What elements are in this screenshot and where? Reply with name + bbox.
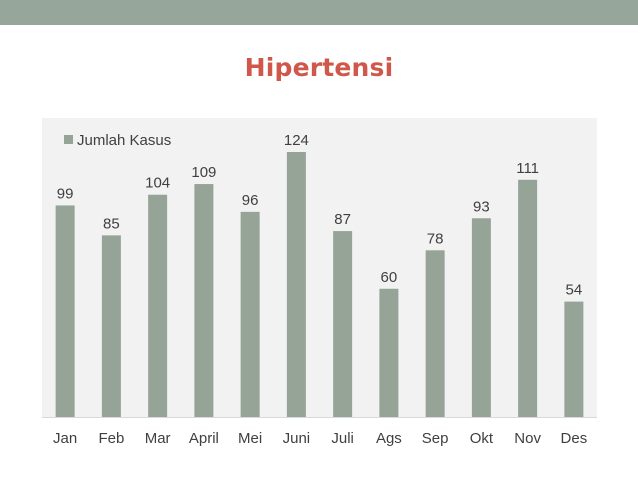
data-label-juni: 124 — [284, 132, 309, 149]
x-tick-label-mei: Mei — [238, 430, 262, 447]
x-tick-label-jan: Jan — [53, 430, 77, 447]
data-label-okt: 93 — [473, 198, 490, 215]
bar-juni — [286, 152, 306, 417]
data-label-juli: 87 — [334, 211, 351, 228]
data-label-mei: 96 — [242, 192, 259, 209]
bar-april — [194, 184, 214, 417]
bar-okt — [471, 218, 491, 417]
data-label-ags: 60 — [381, 269, 398, 286]
legend-swatch — [64, 135, 73, 144]
bar-feb — [101, 235, 121, 417]
x-tick-label-sep: Sep — [422, 430, 449, 447]
legend: Jumlah Kasus — [64, 132, 171, 149]
x-tick-label-mar: Mar — [145, 430, 171, 447]
bar-des — [564, 301, 584, 417]
plot-area-background — [42, 118, 597, 418]
data-label-nov: 111 — [516, 160, 539, 177]
x-tick-label-ags: Ags — [376, 430, 402, 447]
data-label-sep: 78 — [427, 230, 444, 247]
bar-juli — [333, 231, 353, 417]
bar-sep — [425, 250, 445, 417]
legend-label: Jumlah Kasus — [77, 132, 171, 149]
x-tick-label-april: April — [189, 430, 219, 447]
data-label-mar: 104 — [145, 175, 170, 192]
top-accent-band — [0, 0, 638, 25]
bar-jan — [55, 205, 75, 417]
data-label-jan: 99 — [57, 185, 74, 202]
data-labels-layer: 99 85 104 109 96 124 87 60 78 93 111 54 — [57, 132, 582, 299]
x-axis: Jan Feb Mar April Mei Juni Juli Ags Sep Okt Nov Des — [42, 417, 597, 447]
data-label-feb: 85 — [103, 215, 120, 232]
x-tick-label-des: Des — [561, 430, 588, 447]
x-tick-label-juni: Juni — [283, 430, 311, 447]
x-tick-label-okt: Okt — [470, 430, 494, 447]
bar-nov — [518, 179, 538, 417]
x-tick-label-feb: Feb — [98, 430, 124, 447]
data-label-april: 109 — [191, 164, 216, 181]
bar-mei — [240, 211, 260, 417]
bar-ags — [379, 288, 399, 417]
slide-title: Hipertensi — [244, 53, 394, 82]
bar-mar — [148, 194, 168, 417]
x-tick-label-nov: Nov — [514, 430, 541, 447]
bars-layer — [55, 152, 584, 417]
x-tick-label-juli: Juli — [331, 430, 354, 447]
data-label-des: 54 — [566, 282, 583, 299]
